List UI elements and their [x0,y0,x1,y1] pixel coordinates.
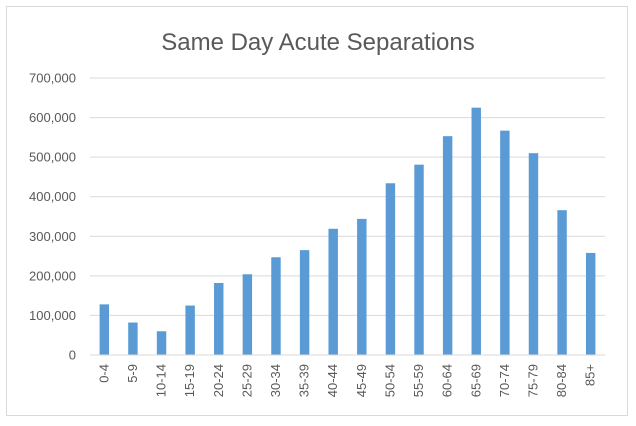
y-tick-label: 0 [69,348,76,363]
x-tick-label: 75-79 [525,364,540,397]
x-tick-label: 70-74 [497,364,512,397]
bar-60-64 [442,136,453,355]
bar-75-79 [528,153,539,355]
x-tick-label: 65-69 [468,364,483,397]
y-tick-label: 500,000 [29,150,76,165]
x-tick-label: 15-19 [182,364,197,397]
x-tick-label: 45-49 [354,364,369,397]
y-axis-ticks: 0 100,000 200,000 300,000 400,000 500,000 600,… [29,71,76,363]
bar-15-19 [185,305,195,355]
x-tick-label: 30-34 [268,364,283,397]
bar-35-39 [299,250,310,355]
x-tick-label: 60-64 [440,364,455,397]
bar-55-59 [414,164,424,355]
y-tick-label: 200,000 [29,268,76,283]
gridlines [90,77,605,316]
x-tick-label: 25-29 [239,364,254,397]
bar-65-69 [471,107,481,355]
bar-50-54 [385,183,396,355]
bar-20-24 [214,282,224,355]
x-tick-label: 10-14 [154,364,169,397]
x-tick-label: 85+ [583,364,598,386]
y-tick-label: 600,000 [29,110,76,125]
bar-70-74 [500,130,510,355]
x-tick-label: 20-24 [211,364,226,397]
y-tick-label: 300,000 [29,229,76,244]
x-tick-label: 80-84 [554,364,569,397]
bar-5-9 [128,322,138,355]
x-axis-ticks: 0-4 5-9 10-14 15-19 20-24 25-29 30-34 35-39 40-4… [96,364,597,397]
y-tick-label: 400,000 [29,189,76,204]
bar-40-44 [328,228,338,355]
y-tick-label: 100,000 [29,308,76,323]
bars [99,107,596,355]
x-tick-label: 50-54 [382,364,397,397]
bar-80-84 [557,210,567,355]
bar-25-29 [242,274,253,355]
chart-title: Same Day Acute Separations [161,29,475,56]
x-tick-label: 0-4 [96,364,111,383]
bar-10-14 [156,331,167,355]
x-tick-label: 35-39 [297,364,312,397]
x-tick-label: 5-9 [125,364,140,383]
x-tick-label: 40-44 [325,364,340,397]
bar-30-34 [271,257,281,355]
bar-85+ [585,252,596,355]
y-tick-label: 700,000 [29,71,76,86]
x-tick-label: 55-59 [411,364,426,397]
chart-frame [6,6,628,416]
bar-45-49 [357,218,367,355]
bar-0-4 [99,304,110,355]
